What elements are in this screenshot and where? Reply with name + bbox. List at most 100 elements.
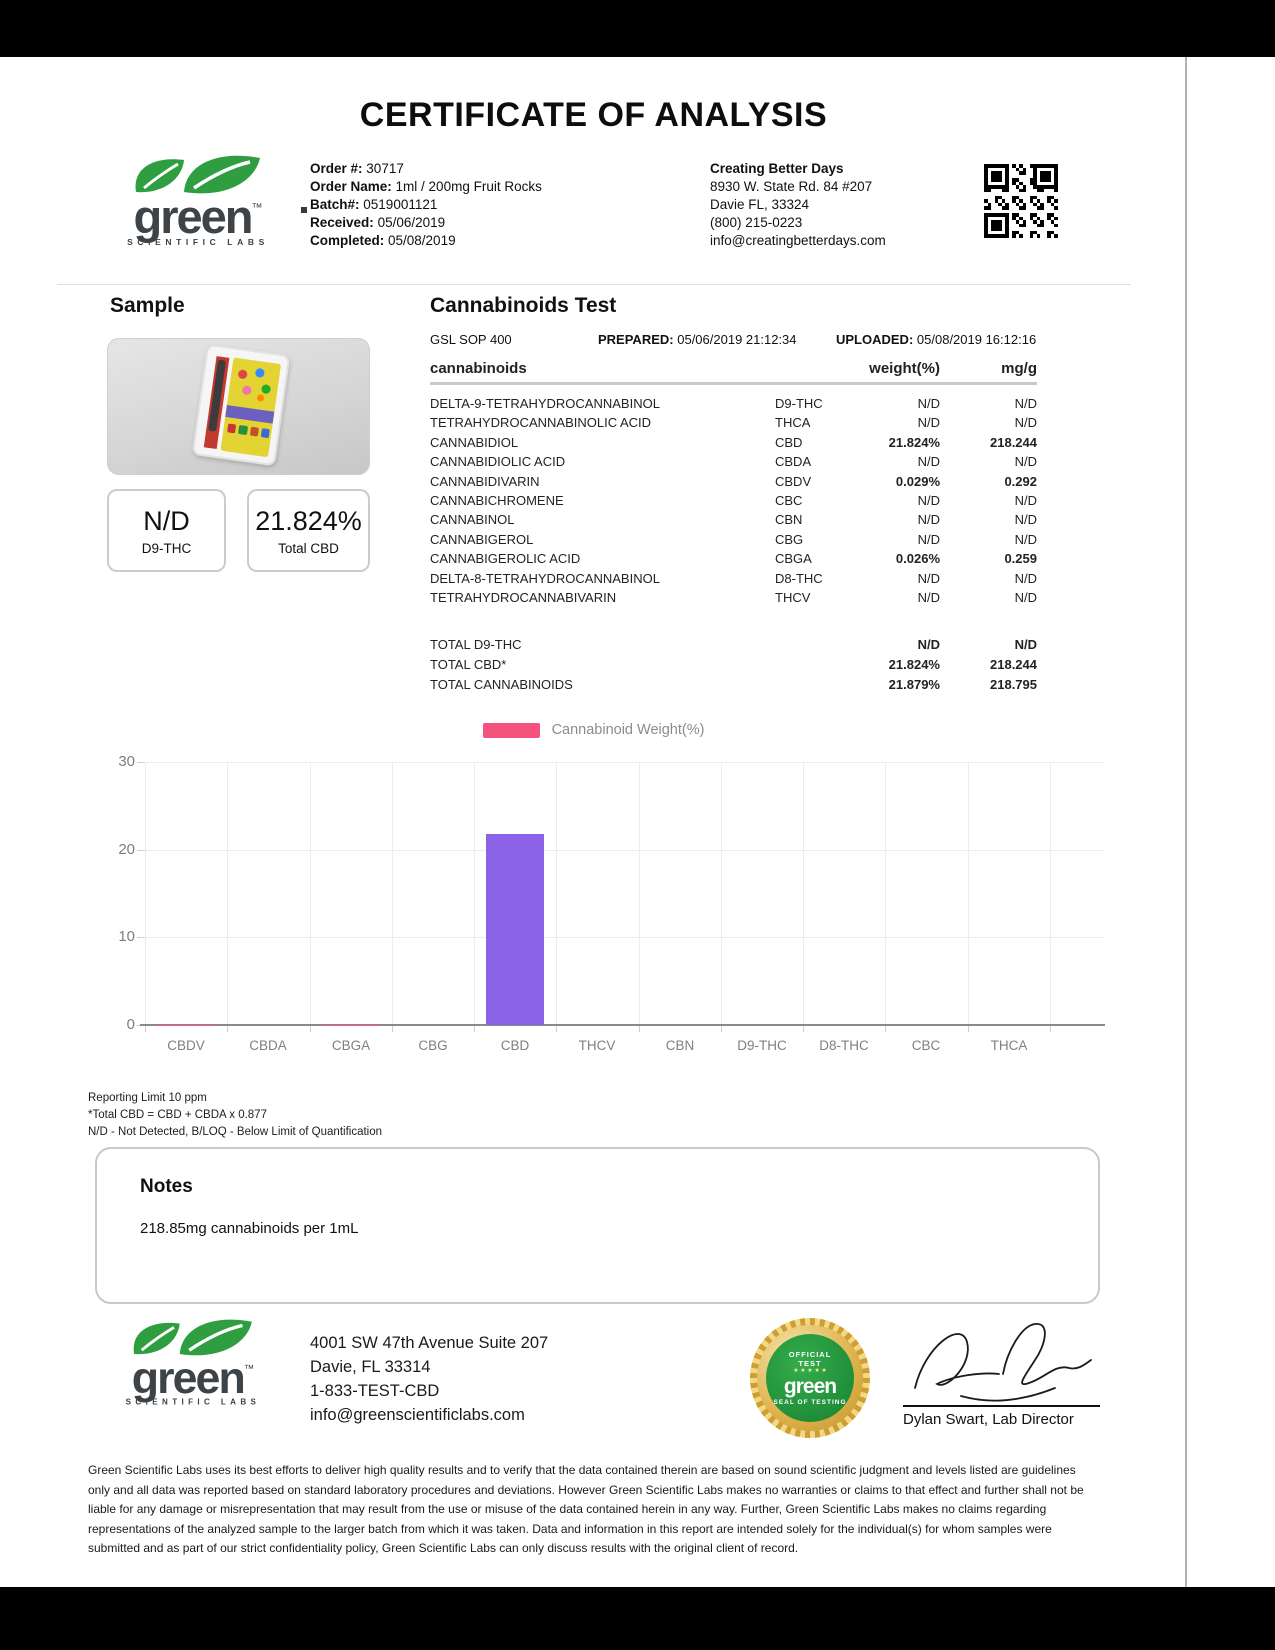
qr-module xyxy=(1043,185,1048,189)
table-row: CANNABIGEROLIC ACID CBGA 0.026% 0.259 xyxy=(430,549,1037,568)
cannabinoid-name: CANNABIDIOLIC ACID xyxy=(430,454,566,470)
qr-module xyxy=(987,185,992,189)
qr-module xyxy=(1033,174,1037,179)
qr-module xyxy=(998,178,1002,182)
cannabinoid-name: CANNABIDIOL xyxy=(430,434,519,450)
qr-module xyxy=(1050,220,1055,224)
table-row: CANNABIDIVARIN CBDV 0.029% 0.292 xyxy=(430,472,1037,491)
qr-module xyxy=(1005,213,1009,217)
qr-module xyxy=(1043,178,1048,182)
total-mgg-value: 218.244 xyxy=(990,657,1037,673)
table-row: CANNABIDIOLIC ACID CBDA N/D N/D xyxy=(430,452,1037,471)
qr-module xyxy=(1033,178,1037,182)
chart-legend: Cannabinoid Weight(%) xyxy=(0,722,1187,738)
x-axis-tick xyxy=(803,1025,804,1032)
qr-module xyxy=(1029,213,1034,217)
qr-module xyxy=(1022,220,1027,224)
total-mgg-value: 218.795 xyxy=(990,677,1037,693)
qr-module xyxy=(984,164,988,168)
bar-chart: 0 10 20 30 CBDV CBDA CBGA CBG CBD THCV CBN D9-THC D8… xyxy=(0,740,1187,1070)
x-axis-tick xyxy=(639,1025,640,1032)
package-label xyxy=(220,357,282,458)
lab-email: info@greenscientificlabs.com xyxy=(310,1406,525,1424)
qr-module xyxy=(987,206,992,210)
top-black-bar xyxy=(0,0,1275,57)
cannabinoid-name: CANNABIDIVARIN xyxy=(430,473,540,489)
green-scientific-labs-logo: green™ SCIENTIFIC LABS xyxy=(98,152,298,247)
qr-module xyxy=(994,164,999,168)
green-scientific-labs-logo-footer: green™ SCIENTIFIC LABS xyxy=(98,1316,288,1406)
qr-module xyxy=(984,213,988,217)
qr-module xyxy=(994,199,999,203)
qr-module xyxy=(984,174,988,179)
notes-heading: Notes xyxy=(140,1176,193,1197)
qr-module xyxy=(1019,181,1023,186)
qr-module xyxy=(1029,199,1034,203)
qr-module xyxy=(1015,195,1020,200)
qr-module xyxy=(1012,178,1016,182)
table-row: CANNABIGEROL CBG N/D N/D xyxy=(430,530,1037,549)
qr-module xyxy=(984,199,988,203)
x-axis-line xyxy=(140,1024,1105,1026)
cannabinoid-name: DELTA-9-TETRAHYDROCANNABINOL xyxy=(430,396,660,411)
cannabinoid-abbr: CBGA xyxy=(775,551,812,567)
qr-module xyxy=(998,171,1002,175)
total-weight-value: 21.824% xyxy=(888,657,940,673)
qr-module xyxy=(998,195,1002,200)
label-art xyxy=(230,361,278,406)
mgg-value: N/D xyxy=(1014,590,1037,606)
qr-module xyxy=(1022,171,1027,175)
notes-box: Notes 218.85mg cannabinoids per 1mL xyxy=(95,1147,1100,1304)
x-axis-tick xyxy=(556,1025,557,1032)
received-date: Received: 05/06/2019 xyxy=(310,215,446,230)
qr-module xyxy=(1012,199,1016,203)
qr-module xyxy=(1005,167,1009,172)
qr-module xyxy=(1005,178,1009,182)
x-axis-label: THCA xyxy=(990,1038,1028,1053)
signature-line xyxy=(903,1405,1100,1407)
sample-photo xyxy=(107,338,370,475)
qr-module xyxy=(1040,171,1044,175)
qr-module xyxy=(1040,220,1044,224)
grid-line-vertical xyxy=(1050,762,1051,1025)
cannabinoid-abbr: CBD xyxy=(775,434,803,450)
qr-module xyxy=(1050,213,1055,217)
weight-value: N/D xyxy=(917,512,940,528)
qr-module xyxy=(1005,216,1009,221)
y-axis-label: 20 xyxy=(118,841,135,858)
qr-module xyxy=(1033,171,1037,175)
x-axis-tick xyxy=(392,1025,393,1032)
qr-module xyxy=(1005,230,1009,235)
qr-module xyxy=(984,230,988,235)
qr-module xyxy=(998,213,1002,217)
grid-line-vertical xyxy=(556,762,557,1025)
label-icon xyxy=(238,424,248,436)
qr-module xyxy=(1029,216,1034,221)
qr-module xyxy=(1033,230,1037,235)
qr-module xyxy=(991,164,995,168)
seal-ring: OFFICIAL TEST ★ ★ ★ ★ ★ green SEAL OF TE… xyxy=(757,1325,863,1431)
qr-module xyxy=(987,213,992,217)
x-axis-tick xyxy=(721,1025,722,1032)
uploaded-timestamp: UPLOADED: 05/08/2019 16:12:16 xyxy=(836,332,1037,347)
qr-module xyxy=(1033,213,1037,217)
cannabinoids-table: cannabinoids weight(%) mg/g DELTA-9-TETR… xyxy=(430,360,1037,695)
stat-value: 21.824% xyxy=(255,506,362,536)
cannabinoid-abbr: D9-THC xyxy=(775,396,823,411)
table-header: cannabinoids weight(%) mg/g xyxy=(430,360,1037,385)
total-row: TOTAL CBD* 21.824% 218.244 xyxy=(430,655,1037,675)
x-axis-label: D9-THC xyxy=(737,1038,787,1053)
qr-module xyxy=(1040,206,1044,210)
client-info: Creating Better Days 8930 W. State Rd. 8… xyxy=(710,160,970,250)
qr-module xyxy=(984,223,988,228)
cannabinoid-abbr: CBDA xyxy=(775,454,812,470)
qr-module xyxy=(994,178,999,182)
qr-module xyxy=(1029,230,1034,235)
qr-module xyxy=(994,174,999,179)
qr-module xyxy=(1033,164,1037,168)
qr-module xyxy=(1019,171,1023,175)
logo-tagline: SCIENTIFIC LABS xyxy=(125,1396,261,1407)
bar-cbd xyxy=(486,834,544,1025)
x-axis-tick xyxy=(227,1025,228,1032)
qr-module xyxy=(984,171,988,175)
